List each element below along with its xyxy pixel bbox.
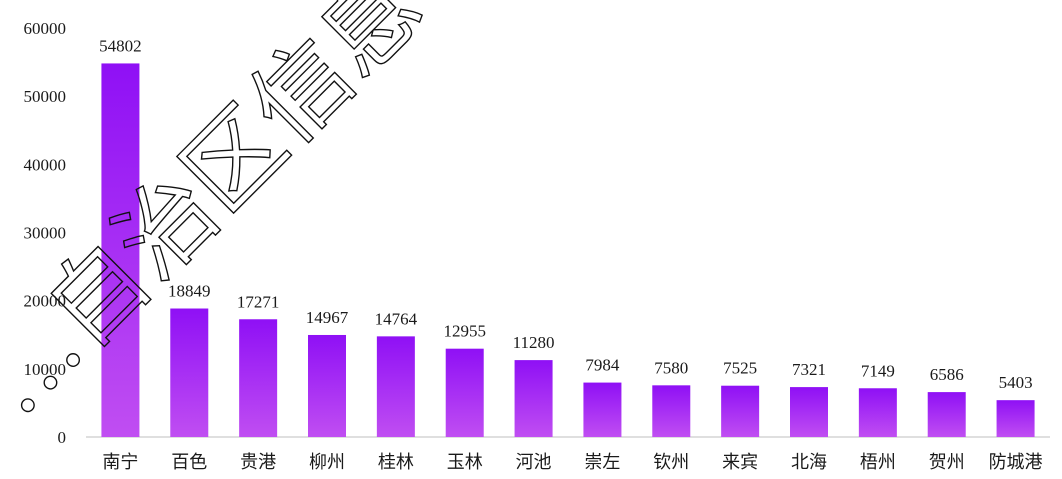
bar — [445, 348, 484, 437]
bar — [170, 308, 209, 437]
data-label: 7984 — [585, 356, 620, 375]
data-label: 7149 — [861, 361, 895, 380]
bar — [652, 385, 691, 437]
bar — [858, 388, 897, 437]
data-label: 11280 — [513, 333, 555, 352]
data-label: 54802 — [99, 36, 142, 55]
category-label: 桂林 — [378, 452, 414, 472]
category-label: 百色 — [171, 452, 207, 472]
bar — [583, 382, 622, 437]
data-labels: 54802 18849 17271 14967 14764 12955 11280 7984 7… — [99, 36, 1032, 392]
bars — [101, 63, 1035, 437]
bar — [996, 400, 1035, 437]
y-tick-label: 40000 — [24, 155, 67, 174]
data-label: 14967 — [306, 308, 349, 327]
category-label: 崇左 — [584, 452, 620, 472]
data-label: 6586 — [930, 365, 964, 384]
bar — [790, 387, 828, 437]
data-label: 5403 — [999, 373, 1033, 392]
data-label: 7580 — [654, 358, 688, 377]
bar — [376, 336, 415, 437]
data-label: 18849 — [168, 282, 211, 301]
category-label: 防城港 — [989, 452, 1043, 472]
data-label: 17271 — [237, 292, 280, 311]
data-label: 12955 — [443, 322, 486, 341]
category-label: 梧州 — [860, 452, 896, 472]
data-label: 14764 — [375, 309, 418, 328]
y-axis-ticks: 0 10000 20000 30000 40000 50000 60000 — [24, 19, 67, 447]
bar — [101, 63, 140, 437]
bar — [927, 392, 966, 437]
y-tick-label: 20000 — [24, 292, 67, 311]
y-tick-label: 0 — [58, 428, 67, 447]
category-label: 南宁 — [102, 452, 138, 472]
bar — [721, 385, 760, 437]
category-label: 来宾 — [722, 452, 758, 472]
category-label: 柳州 — [309, 452, 345, 472]
category-label: 河池 — [516, 452, 552, 472]
bar — [308, 334, 346, 437]
category-label: 贵港 — [240, 452, 276, 472]
data-label: 7321 — [792, 360, 826, 379]
category-labels: 南宁 百色 贵港 柳州 桂林 玉林 河池 崇左 钦州 来宾 北海 梧州 贺州 防城港 — [102, 452, 1042, 472]
category-label: 玉林 — [447, 452, 483, 472]
y-tick-label: 50000 — [24, 87, 67, 106]
data-label: 7525 — [723, 359, 757, 378]
category-label: 贺州 — [929, 452, 965, 472]
category-label: 北海 — [791, 452, 827, 472]
watermark: …自治区信息中心 — [0, 0, 579, 436]
y-tick-label: 60000 — [24, 19, 67, 38]
y-tick-label: 30000 — [24, 224, 67, 243]
bar — [239, 319, 278, 437]
bar — [514, 360, 553, 437]
category-label: 钦州 — [653, 452, 689, 472]
y-tick-label: 10000 — [24, 360, 67, 379]
